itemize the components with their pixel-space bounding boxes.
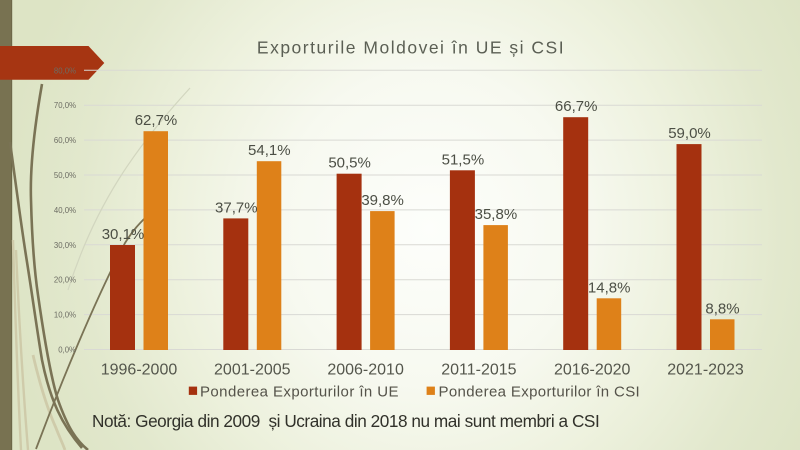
svg-text:2001-2005: 2001-2005: [214, 362, 291, 379]
svg-text:35,8%: 35,8%: [475, 206, 518, 223]
svg-text:10,0%: 10,0%: [54, 311, 76, 320]
svg-text:30,1%: 30,1%: [102, 226, 145, 243]
svg-text:1996-2000: 1996-2000: [101, 362, 178, 379]
svg-text:0,0%: 0,0%: [58, 346, 76, 355]
svg-text:59,0%: 59,0%: [668, 125, 711, 142]
svg-text:30,0%: 30,0%: [54, 241, 76, 250]
svg-text:8,8%: 8,8%: [705, 300, 739, 317]
svg-text:14,8%: 14,8%: [588, 279, 631, 296]
svg-text:80,0%: 80,0%: [54, 66, 76, 75]
svg-text:Notă: Georgia din 2009 și Ucr: Notă: Georgia din 2009 și Ucraina din 20…: [92, 411, 599, 431]
svg-text:2016-2020: 2016-2020: [554, 362, 631, 379]
svg-text:50,5%: 50,5%: [328, 155, 371, 172]
svg-text:2011-2015: 2011-2015: [441, 362, 516, 379]
svg-text:2021-2023: 2021-2023: [667, 362, 744, 379]
svg-text:50,0%: 50,0%: [54, 171, 76, 180]
svg-text:51,5%: 51,5%: [442, 151, 485, 168]
svg-text:37,7%: 37,7%: [215, 199, 258, 216]
svg-text:70,0%: 70,0%: [54, 101, 76, 110]
svg-text:54,1%: 54,1%: [248, 142, 291, 159]
svg-text:2006-2010: 2006-2010: [327, 362, 404, 379]
svg-text:40,0%: 40,0%: [54, 206, 76, 215]
svg-text:66,7%: 66,7%: [555, 98, 598, 115]
svg-text:Ponderea Exporturilor în CSI: Ponderea Exporturilor în CSI: [439, 384, 641, 401]
svg-text:Ponderea Exporturilor în UE: Ponderea Exporturilor în UE: [200, 384, 399, 401]
svg-text:39,8%: 39,8%: [361, 192, 404, 209]
svg-text:60,0%: 60,0%: [54, 136, 76, 145]
svg-text:20,0%: 20,0%: [54, 276, 76, 285]
svg-text:62,7%: 62,7%: [135, 112, 178, 129]
svg-text:Exporturile Moldovei în UE și: Exporturile Moldovei în UE și CSI: [257, 38, 565, 58]
